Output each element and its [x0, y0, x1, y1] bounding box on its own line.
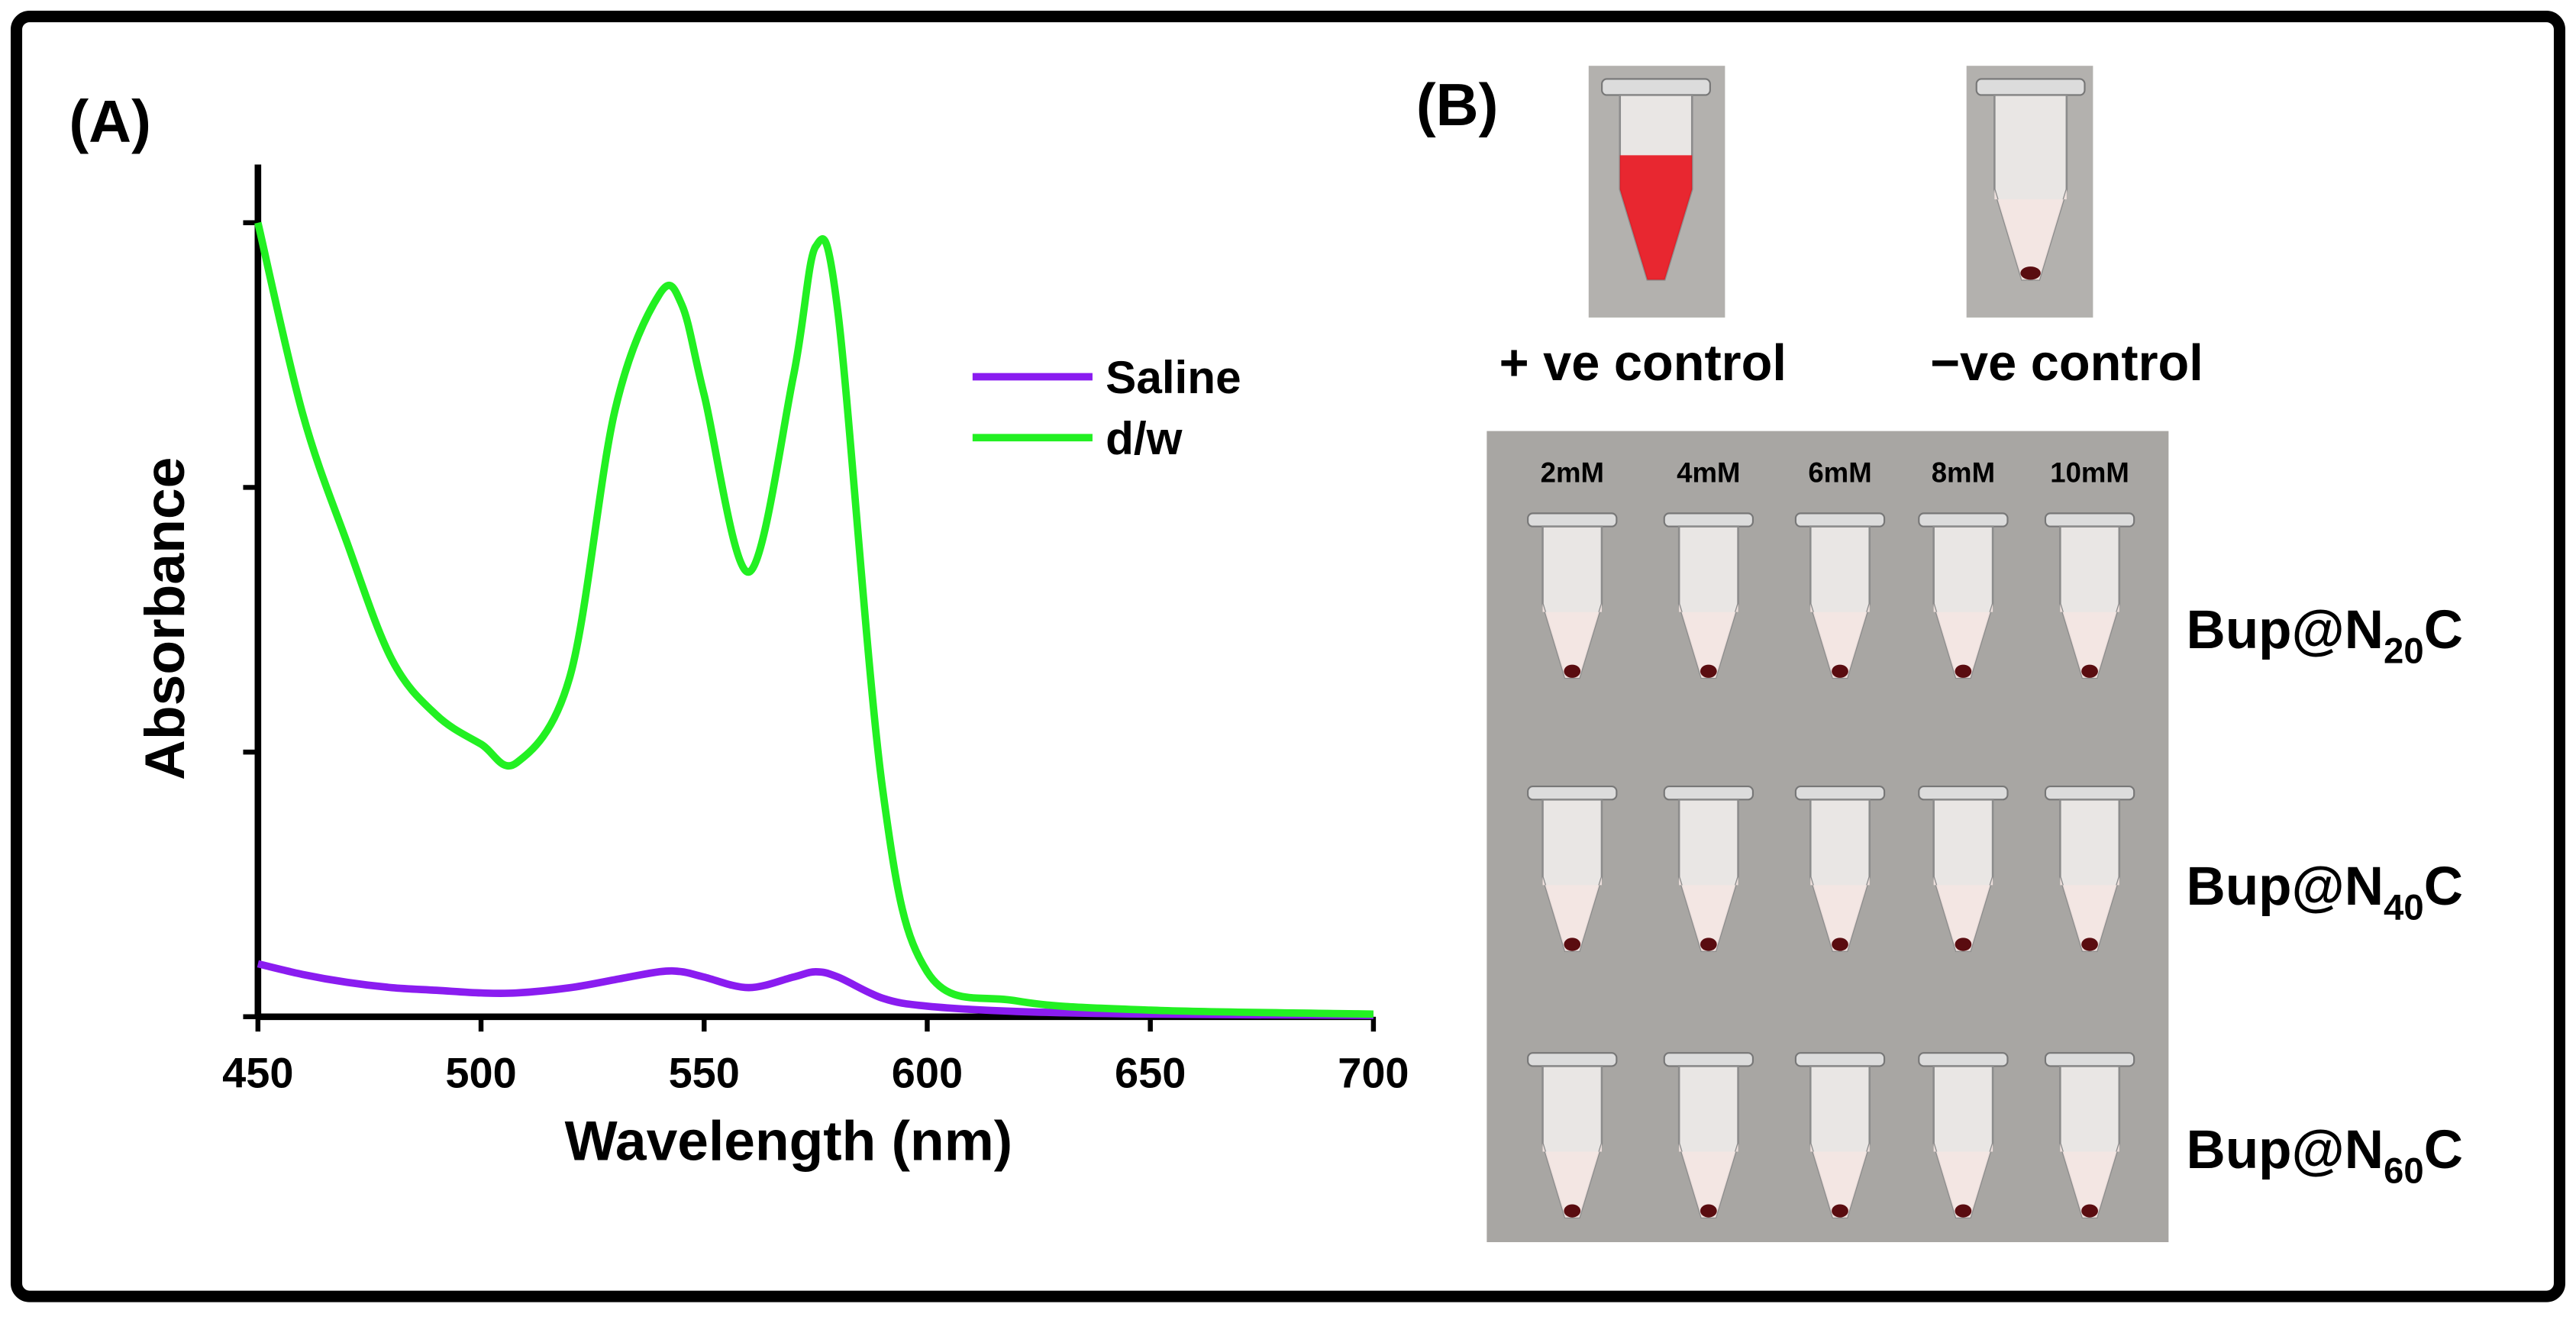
sediment: [1564, 664, 1581, 678]
row-label-subscript: 40: [2384, 888, 2424, 928]
concentration-label: 2mM: [1541, 457, 1604, 488]
tube-liquid: [1810, 603, 1870, 678]
data-line: [254, 221, 1374, 1018]
frame: [10, 11, 2566, 1302]
data-line: [257, 960, 1374, 1019]
tube-cap: [1794, 512, 1886, 528]
sediment: [1564, 938, 1581, 951]
sediment: [1832, 938, 1848, 951]
tube-cap: [1918, 1052, 2009, 1067]
tube-cap: [1918, 786, 2009, 801]
legend-label: Saline: [1106, 351, 1241, 403]
tube-liquid: [1933, 1143, 1993, 1218]
tube-cap: [1794, 1052, 1886, 1067]
sediment: [2081, 664, 2098, 678]
tube-liquid: [1679, 1143, 1738, 1218]
tube-cap: [1663, 1052, 1754, 1067]
tube-cap: [1527, 1052, 1618, 1067]
sediment: [2020, 266, 2041, 280]
y-axis-label: Absorbance: [134, 457, 196, 780]
tube-cap: [1794, 786, 1886, 801]
tube-liquid: [1994, 189, 2067, 280]
tube-cap: [1975, 78, 2086, 96]
tube-liquid: [1679, 876, 1738, 951]
x-tick-label: 600: [892, 1048, 963, 1096]
sediment: [1832, 664, 1848, 678]
row-label: Bup@N60C: [2187, 1120, 2463, 1191]
row-label-base: Bup@N: [2187, 600, 2384, 660]
concentration-label: 4mM: [1677, 457, 1740, 488]
sediment: [2081, 1204, 2098, 1218]
x-tick-label: 550: [669, 1048, 740, 1096]
panel-label: (B): [1416, 73, 1499, 138]
row-label: Bup@N20C: [2187, 600, 2463, 671]
row-label-subscript: 60: [2384, 1151, 2424, 1191]
row-label-base: Bup@N: [2187, 1120, 2384, 1180]
sediment: [1700, 664, 1717, 678]
tube-cap: [1527, 512, 1618, 528]
tube-cap: [2044, 512, 2135, 528]
sediment: [1700, 1204, 1717, 1218]
tube-liquid: [2060, 876, 2119, 951]
tube-liquid: [1619, 155, 1693, 280]
sediment: [1700, 938, 1717, 951]
tube-cap: [1918, 512, 2009, 528]
x-tick-label: 500: [445, 1048, 516, 1096]
row-label-tail: C: [2424, 1120, 2463, 1180]
tube-cap: [1663, 512, 1754, 528]
row-label-tail: C: [2424, 857, 2463, 917]
concentration-label: 10mM: [2050, 457, 2129, 488]
legend-label: d/w: [1106, 412, 1182, 464]
row-label: Bup@N40C: [2187, 857, 2463, 928]
tube-liquid: [1679, 603, 1738, 678]
tube-liquid: [1542, 1143, 1602, 1218]
control-label: + ve control: [1499, 335, 1787, 392]
sediment: [1955, 1204, 1972, 1218]
tube-liquid: [2060, 603, 2119, 678]
concentration-label: 6mM: [1808, 457, 1871, 488]
concentration-label: 8mM: [1932, 457, 1995, 488]
row-label-tail: C: [2424, 600, 2463, 660]
tube-liquid: [1933, 603, 1993, 678]
tube-liquid: [2060, 1143, 2119, 1218]
sediment: [1955, 938, 1972, 951]
x-tick-label: 700: [1338, 1048, 1409, 1096]
tube-liquid: [1542, 876, 1602, 951]
tube-cap: [2044, 786, 2135, 801]
panel-label: (A): [69, 89, 151, 154]
tube-cap: [1527, 786, 1618, 801]
tube-cap: [2044, 1052, 2135, 1067]
tube-liquid: [1810, 1143, 1870, 1218]
control-label: −ve control: [1930, 335, 2203, 392]
tube-liquid: [1542, 603, 1602, 678]
tube-liquid: [1933, 876, 1993, 951]
tube-cap: [1663, 786, 1754, 801]
x-tick-label: 650: [1115, 1048, 1186, 1096]
sediment: [1832, 1204, 1848, 1218]
row-label-subscript: 20: [2384, 631, 2424, 671]
sediment: [1955, 664, 1972, 678]
x-axis-label: Wavelength (nm): [565, 1109, 1013, 1172]
tube-cap: [1601, 78, 1711, 96]
sediment: [2081, 938, 2098, 951]
tube-liquid: [1810, 876, 1870, 951]
sediment: [1564, 1204, 1581, 1218]
x-tick-label: 450: [222, 1048, 293, 1096]
row-label-base: Bup@N: [2187, 857, 2384, 917]
